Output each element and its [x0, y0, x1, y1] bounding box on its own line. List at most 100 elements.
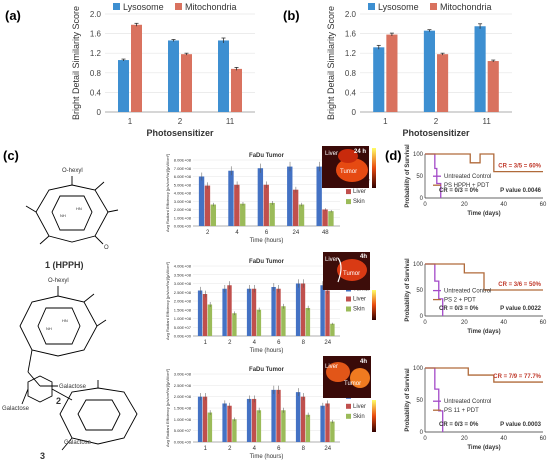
- inset-hotspot: [326, 362, 350, 382]
- inset-liver-label: Liver: [325, 151, 338, 157]
- inset-time-label: 4h: [360, 359, 367, 365]
- cr-control-label: CR = 0/3 = 0%: [439, 188, 479, 194]
- legend-swatch-mitochondria: [175, 3, 182, 10]
- legend-swatch-lysosome: [368, 3, 375, 10]
- legend-label: PS HPPH + PDT: [444, 183, 490, 189]
- x-tick-label: 1: [128, 117, 133, 126]
- bar-liver: [202, 294, 208, 336]
- y-tick-label: 8.00E+08: [174, 158, 192, 163]
- bar-liver: [251, 288, 257, 336]
- bar-skin: [305, 414, 311, 442]
- legend-label-mitochondria: Mitochondria: [185, 2, 237, 12]
- bar-tumor: [295, 283, 301, 336]
- y-tick-label: 2.50E+08: [174, 383, 192, 388]
- image-inset-2: Liver Tumor 4h: [323, 252, 376, 320]
- bar-skin: [232, 419, 237, 442]
- bar-skin: [232, 313, 237, 336]
- y-tick-label: 1.2: [90, 49, 102, 58]
- bond: [25, 205, 37, 213]
- y-tick-label: 100: [413, 366, 424, 372]
- inset-hotspot: [336, 158, 368, 182]
- bar-tumor: [320, 285, 325, 336]
- x-axis-title: Time (days): [467, 211, 500, 217]
- colorbar: [372, 148, 376, 188]
- hn-label-2: HN: [62, 318, 68, 323]
- legend-label-lysosome: Lysosome: [123, 2, 164, 12]
- y-tick-label: 0: [420, 314, 424, 320]
- bar-mitochondria: [181, 54, 192, 112]
- legend-swatch-mitochondria: [430, 3, 437, 10]
- image-inset-1: Liver Tumor 24 h: [322, 146, 376, 188]
- legend-label-liver: Liver: [353, 189, 366, 195]
- legend-label: Untreated Control: [444, 289, 491, 295]
- x-tick-label: 20: [461, 436, 468, 442]
- x-tick-label: 4: [235, 230, 239, 236]
- bar-mitochondria: [386, 34, 398, 112]
- p-value-label: P value 0.0003: [500, 422, 542, 428]
- structure-hpph: O-hexyl NH HN O 1 (HPPH): [25, 168, 119, 270]
- legend-label: Untreated Control: [444, 399, 491, 405]
- inner-ring: [77, 399, 121, 431]
- y-axis-title: Probability of Survival: [405, 258, 411, 322]
- colorbar: [372, 290, 376, 320]
- chart-c3: 0.00E+00 5.00E+07 1.00E+08 1.50E+08 2.00E+08…: [165, 367, 370, 460]
- bar-mitochondria: [437, 54, 449, 112]
- bar-liver: [227, 405, 232, 442]
- y-axis-title: Bright Detail Similarity Score: [326, 6, 336, 120]
- y-axis-title: Probability of Survival: [405, 144, 411, 208]
- bar-liver: [263, 184, 269, 226]
- cr-treated-label: CR = 7/9 = 77.7%: [493, 374, 541, 380]
- y-tick-label: 7.00E+08: [174, 166, 192, 171]
- y-tick-label: 2.0: [345, 10, 357, 19]
- image-inset-3: Liver Tumor 4h: [323, 356, 376, 432]
- x-tick-label: 24: [324, 446, 331, 452]
- bar-liver: [276, 288, 281, 336]
- legend-swatch-skin: [346, 306, 351, 312]
- x-tick-label: 40: [500, 320, 507, 326]
- bar-tumor: [222, 288, 227, 336]
- y-tick-label: 3.00E+08: [174, 281, 192, 286]
- bar-tumor: [222, 403, 227, 442]
- x-tick-label: 40: [500, 202, 507, 208]
- y-tick-label: 0.00E+00: [174, 224, 192, 229]
- bar-skin: [256, 309, 262, 336]
- chart-title: FaDu Tumor: [249, 367, 285, 373]
- panel-label-c: (c): [3, 148, 19, 163]
- x-tick-label: 40: [500, 436, 507, 442]
- bar-tumor: [271, 389, 276, 442]
- x-tick-label: 24: [324, 340, 331, 346]
- legend-label: PS 11 + PDT: [444, 408, 479, 414]
- bar-tumor: [197, 290, 203, 336]
- x-tick-label: 20: [461, 320, 468, 326]
- bar-tumor: [246, 288, 252, 336]
- x-tick-label: 6: [277, 446, 281, 452]
- hn-label-1: HN: [76, 206, 82, 211]
- y-tick-label: 0.4: [90, 88, 102, 97]
- legend-label: PS 2 + PDT: [444, 298, 476, 304]
- y-tick-label: 3.00E+08: [174, 199, 192, 204]
- bond: [27, 349, 33, 373]
- y-tick-label: 0: [420, 430, 424, 436]
- bar-liver: [292, 189, 299, 226]
- y-tick-label: 2.00E+08: [174, 394, 192, 399]
- inset-tumor-label: Tumor: [340, 169, 357, 175]
- chart-a: 0 0.4 0.8 1.2 1.6 2.0 1 2 11 Photosensitizer Brigh…: [71, 2, 255, 138]
- bond: [39, 235, 50, 245]
- survival-curve-treated: [425, 367, 543, 383]
- bar-liver: [300, 396, 306, 442]
- y-axis-title: Avg Radiant Efficiency [p/s/cm²/sr]/[µW/…: [165, 369, 170, 447]
- y-axis-title: Avg Radiant Efficiency [p/s/cm²/sr]/[µW/…: [165, 154, 170, 232]
- legend-label-skin: Skin: [353, 199, 365, 205]
- bond: [107, 209, 119, 213]
- bar-liver: [300, 283, 306, 336]
- bar-lysosome: [118, 60, 129, 112]
- x-tick-label: 2: [434, 117, 439, 126]
- o-label-1: O: [104, 245, 109, 251]
- inset-liver-label: Liver: [325, 257, 338, 263]
- bar-lysosome: [218, 40, 229, 112]
- x-tick-label: 2: [228, 340, 232, 346]
- y-tick-label: 1.00E+08: [174, 316, 192, 321]
- x-tick-label: 1: [383, 117, 388, 126]
- bar-tumor: [228, 170, 234, 226]
- y-tick-label: 0: [97, 108, 102, 117]
